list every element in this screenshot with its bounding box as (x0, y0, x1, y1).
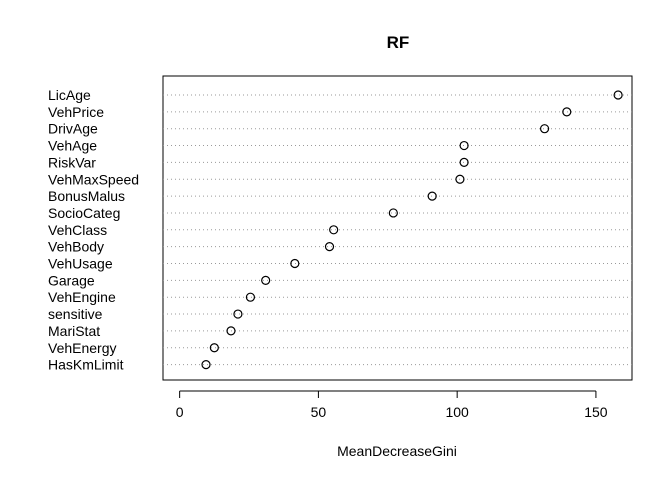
x-tick-label-50: 50 (311, 404, 327, 420)
data-point-VehMaxSpeed (455, 174, 465, 184)
data-point-VehEnergy (209, 343, 219, 353)
data-point-VehAge (459, 140, 469, 151)
category-label-VehPrice: VehPrice (48, 104, 104, 120)
data-point-VehClass (329, 225, 339, 235)
category-label-VehMaxSpeed: VehMaxSpeed (48, 171, 139, 187)
data-point-VehBody (324, 242, 335, 252)
x-tick-label-150: 150 (584, 404, 608, 420)
category-label-VehAge: VehAge (48, 138, 97, 154)
x-axis-label: MeanDecreaseGini (337, 443, 457, 459)
data-points (201, 90, 623, 370)
x-axis: 0 50 100 150 (176, 390, 608, 420)
category-label-BonusMalus: BonusMalus (48, 188, 125, 204)
category-label-VehUsage: VehUsage (48, 256, 113, 272)
data-point-VehPrice (562, 107, 572, 117)
grid-lines (163, 94, 632, 366)
x-tick-label-100: 100 (445, 404, 469, 420)
category-label-HasKmLimit: HasKmLimit (48, 357, 124, 373)
category-label-LicAge: LicAge (48, 87, 91, 103)
x-tick-label-0: 0 (176, 404, 184, 420)
chart-title: RF (387, 33, 410, 52)
category-label-VehClass: VehClass (48, 222, 107, 238)
category-label-DrivAge: DrivAge (48, 121, 98, 137)
data-point-sensitive (233, 309, 243, 319)
data-point-RiskVar (459, 157, 469, 167)
data-point-DrivAge (539, 124, 550, 134)
data-point-VehUsage (290, 258, 300, 269)
data-point-LicAge (613, 90, 623, 100)
data-point-SocioCateg (388, 208, 398, 218)
category-label-VehEnergy: VehEnergy (48, 340, 117, 356)
data-point-VehEngine (245, 292, 256, 302)
category-label-RiskVar: RiskVar (48, 154, 96, 170)
data-point-Garage (261, 275, 271, 285)
category-label-sensitive: sensitive (48, 306, 103, 322)
category-label-Garage: Garage (48, 272, 95, 288)
data-point-HasKmLimit (201, 360, 211, 370)
data-point-BonusMalus (427, 191, 437, 201)
category-label-VehEngine: VehEngine (48, 289, 116, 305)
category-label-SocioCateg: SocioCateg (48, 205, 120, 221)
category-label-VehBody: VehBody (48, 239, 104, 255)
plot-frame (162, 75, 633, 381)
category-label-MariStat: MariStat (48, 323, 100, 339)
category-labels: LicAgeVehPriceDrivAgeVehAgeRiskVarVehMax… (48, 87, 139, 373)
data-point-MariStat (226, 326, 236, 336)
